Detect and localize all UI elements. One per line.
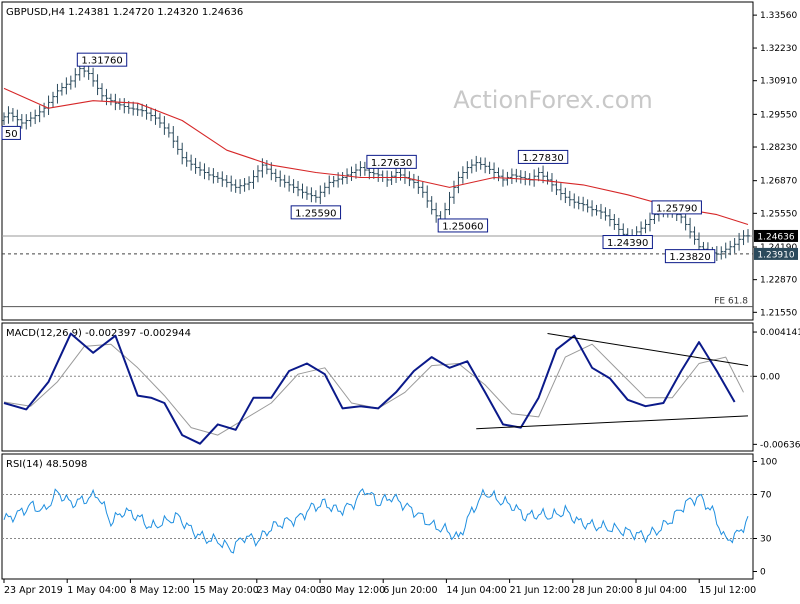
rsi-ytick-label: 70 [760,491,772,501]
support-price-tag-label: 1.23910 [757,250,794,260]
price-ytick-label: 1.21550 [760,308,797,318]
macd-ytick-label: 0.004141 [760,328,800,338]
chart-marks: 1.33560 1.32230 1.30910 1.29550 1.28230 1.268… [1,11,800,596]
watermark: ActionForex.com [453,86,653,114]
x-tick-label: 23 May 04:00 [257,585,322,596]
price-ytick-label: 1.29550 [760,110,797,120]
x-tick-label: 8 Jul 04:00 [636,585,687,596]
price-annotation: 1.24390 [607,238,648,249]
moving-average-line [3,87,749,226]
price-ytick-label: 1.25550 [760,209,797,219]
price-ytick-label: 1.22870 [760,276,797,286]
price-annotation-box [651,200,702,215]
price-ytick-label: 1.28230 [760,143,797,153]
macd-panel-title: MACD(12,26,9) -0.002397 -0.002944 [6,328,191,339]
rsi-panel-title: RSI(14) 48.5098 [6,459,87,470]
x-tick-label: 28 Jun 20:00 [573,585,633,596]
price-annotation-box [517,149,569,164]
x-tick-label: 6 Jun 20:00 [383,585,437,596]
price-annotation-box [602,235,653,250]
price-annotation: 1.25790 [656,203,697,214]
x-tick-label: 1 May 04:00 [67,585,126,596]
rsi-ytick-label: 0 [760,568,766,578]
x-tick-label: 15 Jul 12:00 [699,585,756,596]
price-annotation-box [664,249,716,264]
x-tick-label: 23 Apr 2019 [4,585,63,596]
price-annotation-box [76,52,128,67]
rsi-ytick-label: 100 [760,458,777,468]
price-ytick-label: 1.32230 [760,44,797,54]
price-annotation-box [366,154,417,169]
price-ytick-label: 1.33560 [760,11,797,21]
price-annotation: 1.27830 [522,153,563,164]
macd-ytick-label: -0.006365 [760,440,800,450]
price-annotation-box [290,205,342,220]
x-tick-label: 15 May 20:00 [194,585,259,596]
support-price-tag [754,247,798,260]
macd-ytick-label: 0.00 [760,372,780,382]
price-ytick-label: 1.26870 [760,177,797,187]
price-annotation: 50 [5,129,18,140]
price-annotation: 1.23820 [669,252,710,263]
price-ytick-label: 1.30910 [760,77,797,87]
x-tick-label: 14 Jun 04:00 [446,585,506,596]
price-panel-frame [1,1,754,321]
rsi-ytick-label: 30 [760,535,772,545]
current-price-tag [754,229,798,242]
current-price-tag-label: 1.24636 [757,232,794,242]
fe-61-8-label: FE 61.8 [714,297,748,307]
macd-trendline [476,415,749,430]
x-tick-label: 8 May 12:00 [130,585,189,596]
rsi-line [3,488,749,554]
x-tick-label: 30 May 12:00 [320,585,385,596]
price-annotation: 1.27630 [371,158,412,169]
x-tick-label: 21 Jun 12:00 [510,585,570,596]
price-annotation: 1.31760 [81,56,122,67]
price-panel-title: GBPUSD,H4 1.24381 1.24720 1.24320 1.2463… [6,7,243,18]
price-annotation-box [1,125,21,140]
price-annotation: 1.25060 [442,221,483,232]
macd-line [3,332,736,445]
price-annotation: 1.25590 [295,208,336,219]
macd-trendline [547,333,749,367]
rsi-panel-frame [1,453,754,580]
price-annotation-box [437,218,489,233]
macd-panel-frame [1,322,754,452]
